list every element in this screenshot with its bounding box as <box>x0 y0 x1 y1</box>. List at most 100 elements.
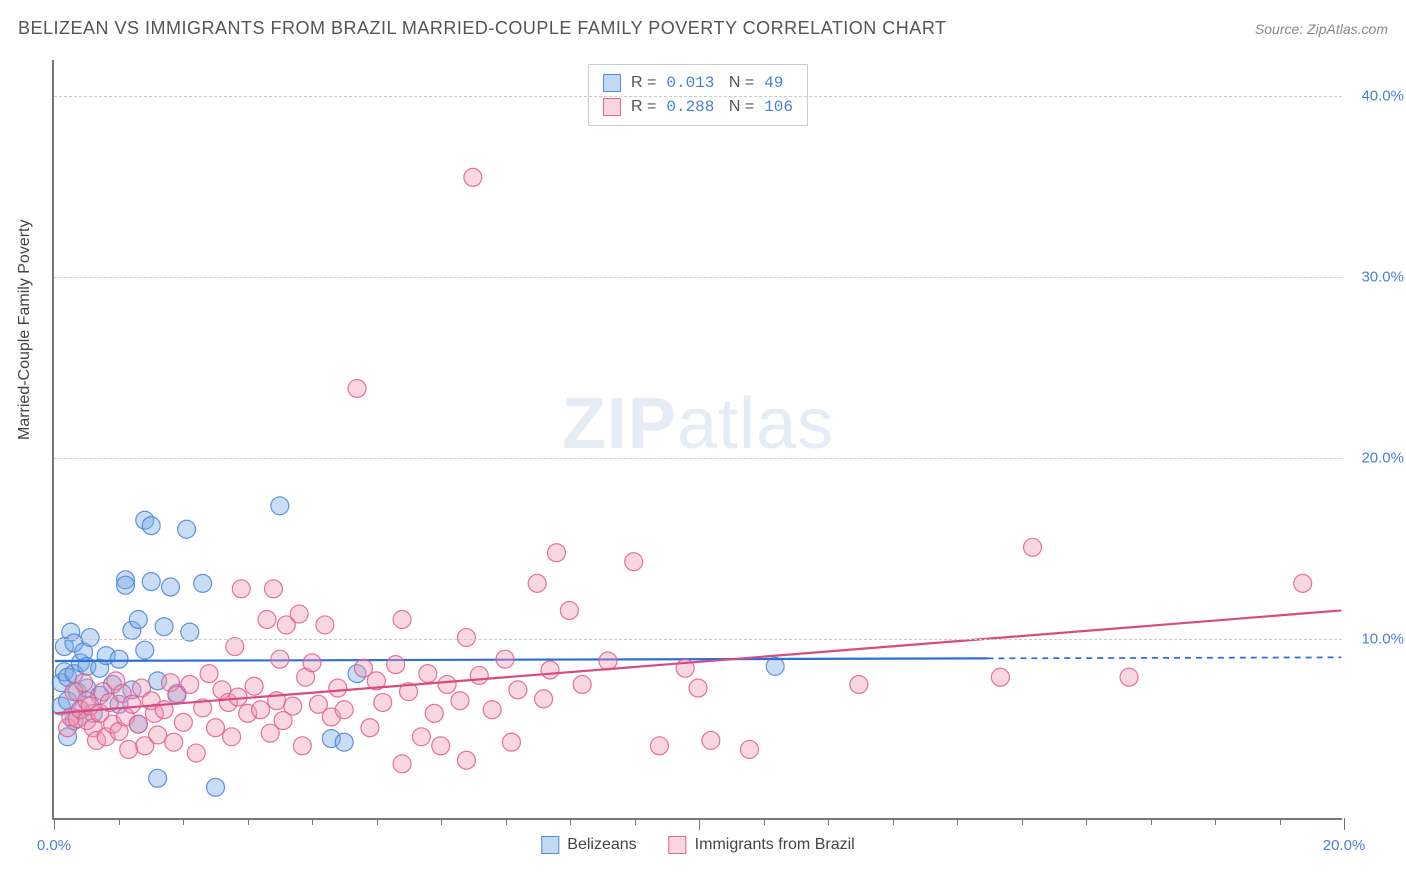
data-point <box>528 574 546 592</box>
x-tick <box>1280 818 1281 825</box>
x-tick <box>893 818 894 825</box>
trend-line-extrapolated <box>987 657 1341 658</box>
data-point <box>162 578 180 596</box>
x-tick <box>1215 818 1216 825</box>
x-tick <box>1022 818 1023 825</box>
trend-line <box>55 658 988 661</box>
data-point <box>393 610 411 628</box>
swatch-pink-icon <box>603 98 621 116</box>
x-tick <box>699 818 700 830</box>
data-point <box>541 661 559 679</box>
data-point <box>187 744 205 762</box>
data-point <box>496 650 514 668</box>
legend-label-belizeans: Belizeans <box>567 836 636 854</box>
data-point <box>991 668 1009 686</box>
data-point <box>329 679 347 697</box>
data-point <box>75 674 93 692</box>
data-point <box>850 675 868 693</box>
data-point <box>374 694 392 712</box>
x-tick <box>506 818 507 825</box>
x-tick <box>957 818 958 825</box>
data-point <box>412 728 430 746</box>
data-point <box>149 726 167 744</box>
data-point <box>599 652 617 670</box>
data-point <box>271 650 289 668</box>
data-point <box>232 580 250 598</box>
data-point <box>155 618 173 636</box>
data-point <box>393 755 411 773</box>
data-point <box>290 605 308 623</box>
gridline <box>54 458 1342 459</box>
data-point <box>335 701 353 719</box>
data-point <box>81 629 99 647</box>
gridline <box>54 639 1342 640</box>
data-point <box>387 656 405 674</box>
data-point <box>1294 574 1312 592</box>
data-point <box>573 675 591 693</box>
data-point <box>702 731 720 749</box>
data-point <box>316 616 334 634</box>
x-tick <box>828 818 829 825</box>
stats-row-belizeans: R = 0.013 N = 49 <box>603 71 793 95</box>
data-point <box>457 751 475 769</box>
data-point <box>335 733 353 751</box>
data-point <box>136 641 154 659</box>
legend-item-belizeans: Belizeans <box>541 836 636 854</box>
data-point <box>348 379 366 397</box>
data-point <box>293 737 311 755</box>
data-point <box>165 733 183 751</box>
data-point <box>207 719 225 737</box>
y-axis-title: Married-Couple Family Poverty <box>16 219 34 440</box>
data-point <box>451 692 469 710</box>
stats-row-brazil: R = 0.288 N = 106 <box>603 95 793 119</box>
data-point <box>142 517 160 535</box>
data-point <box>129 610 147 628</box>
data-point <box>303 654 321 672</box>
gridline <box>54 277 1342 278</box>
data-point <box>252 701 270 719</box>
data-point <box>1120 668 1138 686</box>
x-tick <box>635 818 636 825</box>
x-tick <box>377 818 378 825</box>
x-tick <box>248 818 249 825</box>
data-point <box>174 713 192 731</box>
series-legend: Belizeans Immigrants from Brazil <box>541 836 854 854</box>
swatch-pink-icon <box>669 836 687 854</box>
data-point <box>178 520 196 538</box>
y-tick-label: 40.0% <box>1361 88 1404 105</box>
data-point <box>547 544 565 562</box>
data-point <box>264 580 282 598</box>
data-point <box>116 576 134 594</box>
swatch-blue-icon <box>541 836 559 854</box>
x-tick <box>119 818 120 825</box>
y-tick-label: 30.0% <box>1361 269 1404 286</box>
x-tick <box>1086 818 1087 825</box>
data-point <box>149 769 167 787</box>
trend-line <box>55 610 1342 713</box>
data-point <box>502 733 520 751</box>
x-tick <box>1151 818 1152 825</box>
chart-title: BELIZEAN VS IMMIGRANTS FROM BRAZIL MARRI… <box>18 18 946 39</box>
correlation-stats-box: R = 0.013 N = 49 R = 0.288 N = 106 <box>588 64 808 126</box>
gridline <box>54 96 1342 97</box>
data-point <box>110 650 128 668</box>
scatter-plot-svg <box>54 60 1342 818</box>
legend-item-brazil: Immigrants from Brazil <box>669 836 855 854</box>
x-tick-label: 20.0% <box>1323 837 1366 854</box>
x-tick <box>54 818 55 830</box>
data-point <box>200 665 218 683</box>
data-point <box>470 666 488 684</box>
data-point <box>258 610 276 628</box>
data-point <box>509 681 527 699</box>
source-attribution: Source: ZipAtlas.com <box>1255 21 1388 37</box>
data-point <box>123 695 141 713</box>
data-point <box>284 697 302 715</box>
data-point <box>689 679 707 697</box>
data-point <box>226 638 244 656</box>
r-value-belizeans: 0.013 <box>666 71 714 95</box>
data-point <box>625 553 643 571</box>
data-point <box>650 737 668 755</box>
n-value-brazil: 106 <box>764 95 793 119</box>
data-point <box>483 701 501 719</box>
x-tick <box>570 818 571 825</box>
